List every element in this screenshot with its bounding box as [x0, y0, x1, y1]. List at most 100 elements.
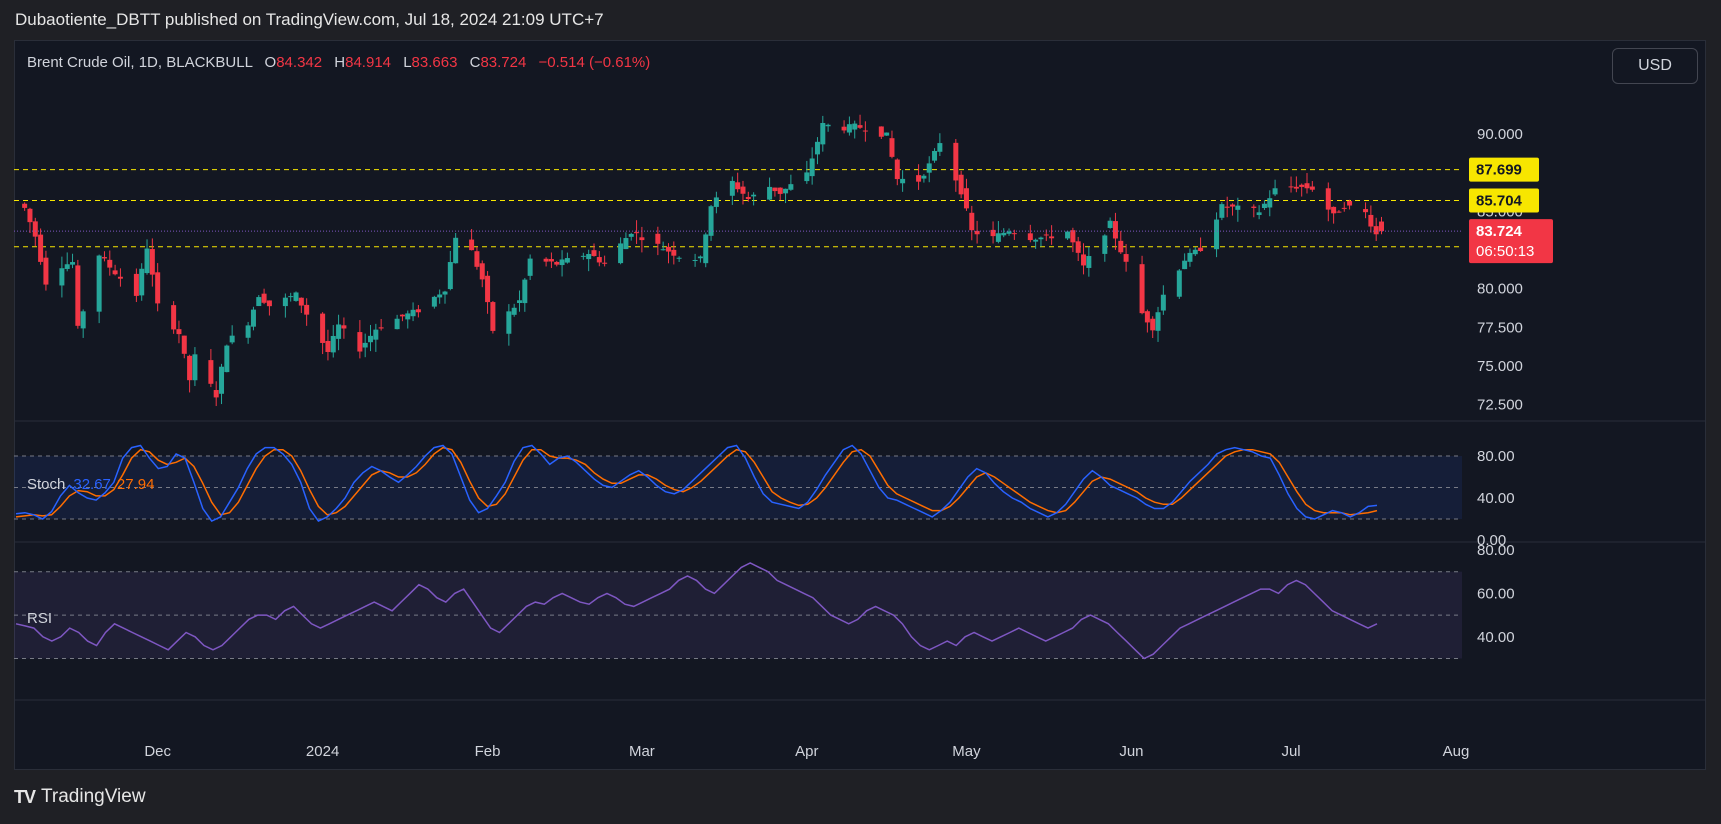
candle-down — [634, 232, 640, 234]
x-tick-label: May — [952, 743, 981, 760]
candle-up — [618, 243, 624, 264]
candle-down — [415, 309, 421, 313]
currency-button[interactable]: USD — [1612, 48, 1698, 84]
candle-up — [59, 268, 65, 286]
candle-up — [900, 178, 906, 184]
low-label: L — [403, 54, 412, 71]
candle-down — [213, 390, 219, 398]
candle-down — [181, 335, 187, 354]
stoch-d-value: 27.94 — [116, 476, 155, 493]
candle-down — [399, 314, 405, 317]
candle-down — [117, 276, 123, 279]
chart-frame[interactable] — [14, 40, 1706, 770]
candle-down — [1341, 207, 1347, 209]
candle-down — [894, 159, 900, 180]
candle-down — [554, 261, 560, 265]
candle-down — [1224, 206, 1230, 208]
candle-up — [288, 296, 294, 298]
candle-down — [27, 208, 33, 223]
candle-down — [745, 196, 751, 200]
candle-down — [1368, 214, 1374, 227]
level-badge-label: 87.699 — [1476, 162, 1522, 179]
candle-up — [442, 291, 448, 295]
candle-down — [1198, 247, 1204, 252]
candle-up — [697, 256, 703, 259]
candle-up — [1219, 204, 1225, 218]
candle-down — [1150, 318, 1156, 331]
candle-down — [841, 126, 847, 131]
candle-down — [969, 212, 975, 231]
candle-up — [751, 194, 757, 197]
candle-up — [1235, 205, 1241, 210]
stoch-label[interactable]: Stoch — [27, 476, 66, 493]
candle-up — [293, 292, 299, 301]
candle-up — [559, 259, 565, 266]
price-tick-label: 90.000 — [1477, 126, 1523, 143]
x-tick-label: Jul — [1281, 743, 1300, 760]
candle-up — [437, 294, 443, 298]
candle-up — [1192, 249, 1198, 255]
candle-up — [1182, 260, 1188, 270]
candle-up — [405, 313, 411, 320]
chart-canvas[interactable]: 90.00085.00080.00077.50075.00072.50087.6… — [14, 40, 1706, 770]
stoch-tick-label: 80.00 — [1477, 448, 1515, 465]
candle-up — [804, 172, 810, 182]
publish-header: Dubaotiente_DBTT published on TradingVie… — [15, 10, 604, 29]
candle-up — [788, 184, 794, 190]
candle-down — [304, 304, 310, 315]
candle-up — [256, 297, 262, 307]
candle-down — [1081, 254, 1087, 266]
candle-down — [1331, 206, 1337, 214]
candle-down — [101, 257, 107, 259]
candle-down — [378, 327, 384, 329]
candle-down — [1011, 233, 1017, 235]
candle-up — [1214, 219, 1220, 250]
candle-down — [889, 138, 895, 157]
candle-down — [1070, 230, 1076, 243]
candle-down — [208, 360, 214, 384]
candle-down — [1347, 201, 1353, 206]
candle-up — [729, 180, 735, 196]
candle-down — [1230, 204, 1236, 207]
candle-up — [1261, 203, 1267, 209]
candle-up — [394, 318, 400, 330]
candle-down — [149, 249, 155, 275]
candle-down — [878, 126, 884, 137]
high-label: H — [334, 54, 346, 71]
candle-down — [22, 203, 28, 208]
candle-down — [298, 297, 304, 306]
candle-up — [336, 324, 342, 339]
candle-down — [176, 329, 182, 335]
candle-up — [703, 234, 709, 264]
low-value: 83.663 — [411, 54, 458, 71]
rsi-legend[interactable]: RSI — [27, 610, 53, 627]
candle-down — [32, 221, 38, 237]
high-value: 84.914 — [345, 54, 392, 71]
candle-down — [1027, 233, 1033, 241]
candle-up — [431, 296, 437, 307]
candle-up — [586, 254, 592, 260]
candle-down — [1144, 311, 1150, 323]
candle-down — [953, 142, 959, 181]
candle-up — [1001, 232, 1007, 236]
candle-up — [511, 307, 517, 315]
candle-down — [772, 187, 778, 192]
candle-up — [1187, 252, 1193, 262]
symbol-label[interactable]: Brent Crude Oil, 1D, BLACKBULL — [27, 54, 253, 71]
candle-up — [1006, 231, 1012, 234]
candle-down — [735, 182, 741, 190]
candle-down — [990, 229, 996, 237]
candle-up — [282, 297, 288, 307]
candle-down — [469, 239, 475, 251]
candle-down — [602, 262, 608, 264]
candle-down — [665, 246, 671, 252]
candle-up — [1065, 231, 1071, 239]
candle-up — [767, 186, 773, 200]
price-tick-label: 80.000 — [1477, 281, 1523, 298]
candle-down — [261, 293, 267, 303]
candle-up — [1272, 188, 1278, 195]
candle-up — [219, 366, 225, 394]
candle-down — [1251, 206, 1257, 208]
stoch-d-line — [15, 446, 1378, 518]
candle-down — [38, 234, 44, 262]
